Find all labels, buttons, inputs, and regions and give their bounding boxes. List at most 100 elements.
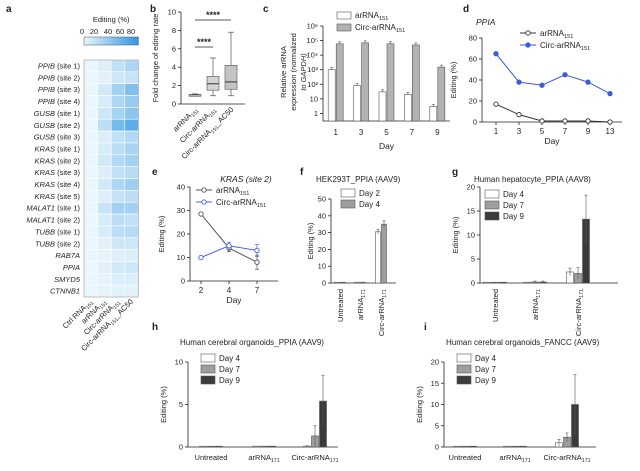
- bar-category-label: Circ-arRNA171: [291, 453, 338, 464]
- heatmap-cell: [124, 201, 139, 215]
- bar-chart-i-y-label: Editing (%): [415, 386, 424, 423]
- colorbar-tick-label: 0: [80, 27, 84, 36]
- heatmap-cell: [110, 71, 126, 84]
- bar-category-label: arRNA171: [531, 289, 542, 320]
- box-plot-y-tick-label: 2: [172, 81, 176, 90]
- heatmap-row-label: PPIB (site 2): [38, 73, 81, 82]
- bar-category-label: Untreated: [195, 453, 228, 462]
- heatmap-cell: [110, 130, 126, 144]
- heatmap-cell: [97, 83, 112, 96]
- legend-label: arRNA151: [355, 11, 388, 22]
- heatmap-cell: [97, 237, 112, 250]
- heatmap-row-label: TUBB (site 2): [35, 239, 81, 248]
- heatmap-row-label: KRAS (site 1): [35, 144, 81, 153]
- colorbar-title: Editing (%): [93, 15, 130, 24]
- heatmap-cell: [110, 107, 126, 120]
- data-point: [585, 118, 591, 124]
- data-point: [539, 82, 545, 88]
- panel-label-h: h: [152, 322, 158, 333]
- legend-swatch: [200, 353, 216, 363]
- bar: [378, 91, 387, 122]
- bar-chart-c-x-tick-label: 1: [333, 128, 338, 137]
- legend-swatch: [340, 188, 356, 198]
- legend-label: Day 4: [475, 354, 496, 363]
- legend-swatch: [456, 364, 472, 374]
- legend-swatch: [200, 375, 216, 385]
- legend-label: Day 9: [503, 212, 524, 221]
- heatmap-cell: [97, 130, 112, 144]
- bar-chart-h-y-tick-label: 5: [179, 400, 183, 409]
- heatmap-cell: [83, 284, 98, 298]
- legend-label: Day 4: [359, 200, 380, 209]
- line-chart-d-y-tick-label: 60: [469, 55, 477, 64]
- data-point: [493, 51, 499, 57]
- legend-label: Day 7: [475, 365, 496, 374]
- heatmap-cell: [83, 59, 98, 73]
- line-chart-x-tick-label: 5: [540, 127, 545, 136]
- heatmap-cell: [97, 272, 112, 286]
- heatmap-cell: [110, 213, 126, 227]
- data-point: [516, 112, 522, 118]
- heatmap-cell: [97, 118, 112, 132]
- legend-label: Day 9: [219, 376, 240, 385]
- heatmap-cell: [83, 71, 98, 84]
- legend-label: Day 7: [503, 201, 524, 210]
- bar-chart-c-y-tick-label: 10⁴: [306, 51, 318, 60]
- bar-category-label: Circ-arRNA171: [377, 289, 388, 336]
- legend-swatch: [456, 375, 472, 385]
- data-point: [226, 243, 232, 249]
- series-line: [495, 103, 611, 123]
- series-line: [200, 213, 258, 263]
- heatmap-cell: [124, 130, 139, 144]
- legend-marker: [525, 42, 531, 48]
- bar: [340, 281, 346, 284]
- heatmap-cell: [83, 261, 98, 274]
- heatmap-cell: [124, 71, 139, 84]
- bar-chart-f-y-tick-label: 10: [318, 262, 326, 271]
- line-chart-x-tick-label: 3: [517, 127, 522, 136]
- bar-chart-i-title: Human cerebral organoids_FANCC (AAV9): [446, 338, 600, 347]
- significance-marker: ****: [206, 10, 221, 20]
- line-chart-e-y-tick-label: 10: [177, 253, 185, 262]
- legend-swatch: [484, 200, 500, 210]
- heatmap-row-label: CTNNB1: [50, 287, 80, 296]
- legend-label: Day 2: [359, 189, 380, 198]
- bar-chart-f-y-label: Editing (%): [306, 222, 315, 259]
- line-chart-e-title: KRAS (site 2): [220, 174, 272, 184]
- heatmap-row-label: KRAS (site 5): [35, 192, 81, 201]
- line-chart-d-y-tick-label: 80: [469, 34, 477, 43]
- bar-chart-g-y-tick-label: 20: [467, 183, 475, 192]
- heatmap-cell: [124, 261, 139, 274]
- legend-swatch: [336, 11, 352, 20]
- heatmap-cell: [97, 95, 112, 108]
- legend-swatch: [484, 189, 500, 199]
- heatmap-cell: [97, 284, 112, 298]
- bar: [353, 85, 361, 122]
- heatmap-row-label: RAB7A: [55, 251, 80, 260]
- bar-chart-f-y-tick-label: 30: [318, 228, 326, 237]
- bar: [429, 106, 438, 122]
- line-chart-e-y-tick-label: 40: [177, 183, 185, 192]
- heatmap-cell: [110, 178, 126, 191]
- bar: [437, 66, 446, 122]
- bar-chart-g-y-tick-label: 5: [471, 255, 475, 264]
- heatmap-cell: [124, 272, 139, 286]
- data-point: [607, 91, 613, 97]
- legend-label: Circ-arRNA151: [216, 198, 266, 209]
- line-chart-d-x-label: Day: [544, 136, 560, 146]
- bar-chart-c-x-tick-label: 7: [410, 128, 415, 137]
- heatmap-cell: [97, 154, 112, 167]
- heatmap-cell: [83, 118, 98, 132]
- line-chart-x-tick-label: 13: [606, 127, 615, 136]
- heatmap-cell: [97, 225, 112, 239]
- heatmap-cell: [110, 154, 126, 167]
- bar: [354, 281, 360, 284]
- legend-label: Day 9: [475, 376, 496, 385]
- heatmap-cell: [83, 83, 98, 96]
- heatmap-cell: [110, 59, 126, 73]
- significance-marker: ****: [197, 37, 212, 47]
- heatmap-cell: [97, 261, 112, 274]
- bar: [381, 223, 387, 284]
- bar-chart-c-x-tick-label: 3: [359, 128, 364, 137]
- box-plot-y-label: Fold change of editing rate: [151, 14, 160, 103]
